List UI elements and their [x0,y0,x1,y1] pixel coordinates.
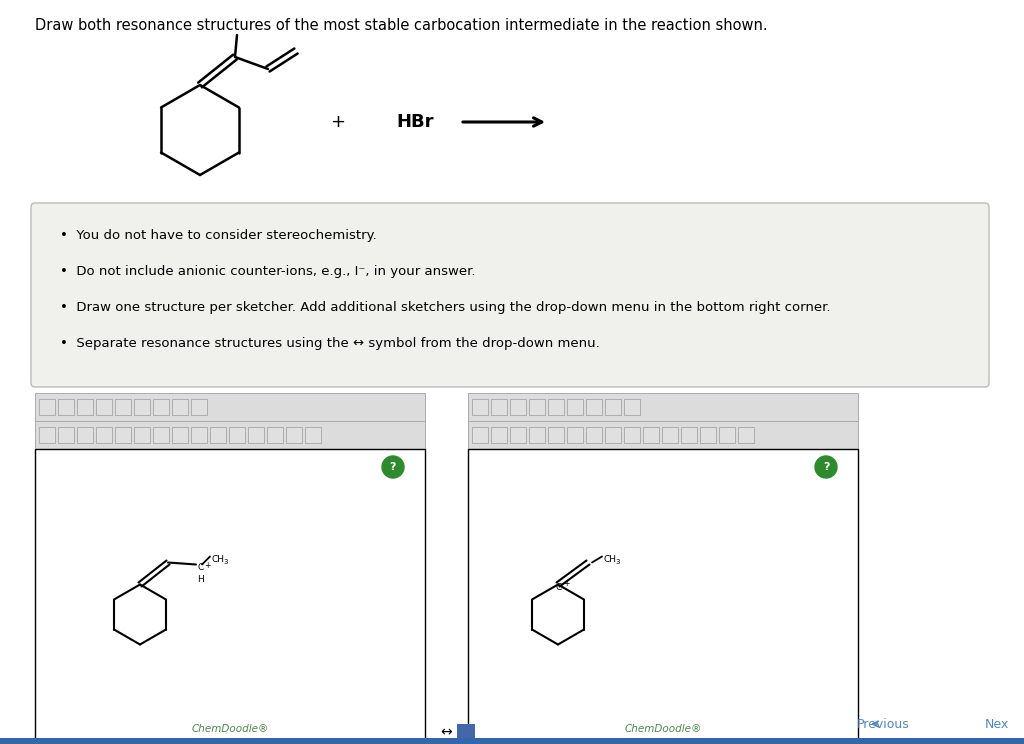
Bar [490,399,507,415]
Text: HBr: HBr [396,113,434,131]
Bar [96,399,112,415]
Bar [0,738,1024,744]
Bar [191,399,207,415]
Text: C: C [556,583,562,591]
Bar [134,399,150,415]
Bar [39,427,55,443]
Bar [115,399,131,415]
Bar [172,427,188,443]
Text: Nex: Nex [985,717,1010,731]
Text: CH: CH [603,556,616,565]
Bar [286,427,302,443]
Bar [468,421,858,449]
Bar [134,427,150,443]
Text: ↔: ↔ [440,725,453,739]
Text: ChemDoodle®: ChemDoodle® [625,724,701,734]
Bar [719,427,735,443]
Bar [468,393,858,421]
Bar [662,427,678,443]
Text: Previous: Previous [857,717,910,731]
Bar [58,399,74,415]
Text: +: + [204,560,210,569]
Text: H: H [197,574,204,583]
Bar [586,427,602,443]
Text: ?: ? [390,462,396,472]
Bar [35,393,425,421]
Bar [35,421,425,449]
Bar [624,399,640,415]
Bar [605,399,621,415]
Bar [605,427,621,443]
Bar [529,399,545,415]
Bar [457,724,474,740]
Bar [153,427,169,443]
Bar [305,427,321,443]
Bar [548,427,564,443]
Bar [267,427,283,443]
Bar [35,449,425,740]
Bar [567,427,583,443]
FancyBboxPatch shape [31,203,989,387]
Bar [681,427,697,443]
Text: 3: 3 [615,559,620,565]
Bar [548,399,564,415]
Bar [700,427,716,443]
Bar [472,399,488,415]
Text: ?: ? [822,462,829,472]
Bar [229,427,245,443]
Bar [191,427,207,443]
Bar [529,427,545,443]
Bar [248,427,264,443]
Bar [172,399,188,415]
Circle shape [815,456,837,478]
Bar [490,427,507,443]
Text: •  Draw one structure per sketcher. Add additional sketchers using the drop-down: • Draw one structure per sketcher. Add a… [60,301,830,314]
Bar [510,427,526,443]
Bar [58,427,74,443]
Bar [115,427,131,443]
Text: •  Do not include anionic counter-ions, e.g., I⁻, in your answer.: • Do not include anionic counter-ions, e… [60,265,475,278]
Text: 3: 3 [223,559,227,565]
Text: +: + [563,580,569,589]
Bar [77,427,93,443]
Text: ChemDoodle®: ChemDoodle® [191,724,268,734]
Text: +: + [331,113,345,131]
Bar [153,399,169,415]
Bar [210,427,226,443]
Bar [567,399,583,415]
Text: CH: CH [211,556,224,565]
Bar [96,427,112,443]
Text: •  Separate resonance structures using the ↔ symbol from the drop-down menu.: • Separate resonance structures using th… [60,337,600,350]
Bar [586,399,602,415]
Bar [624,427,640,443]
Bar [643,427,659,443]
Bar [738,427,754,443]
Bar [510,399,526,415]
Text: •  You do not have to consider stereochemistry.: • You do not have to consider stereochem… [60,229,377,242]
Bar [77,399,93,415]
Text: Draw both resonance structures of the most stable carbocation intermediate in th: Draw both resonance structures of the mo… [35,18,768,33]
Bar [39,399,55,415]
Bar [472,427,488,443]
Circle shape [382,456,404,478]
Bar [468,449,858,740]
Text: C: C [197,562,203,571]
